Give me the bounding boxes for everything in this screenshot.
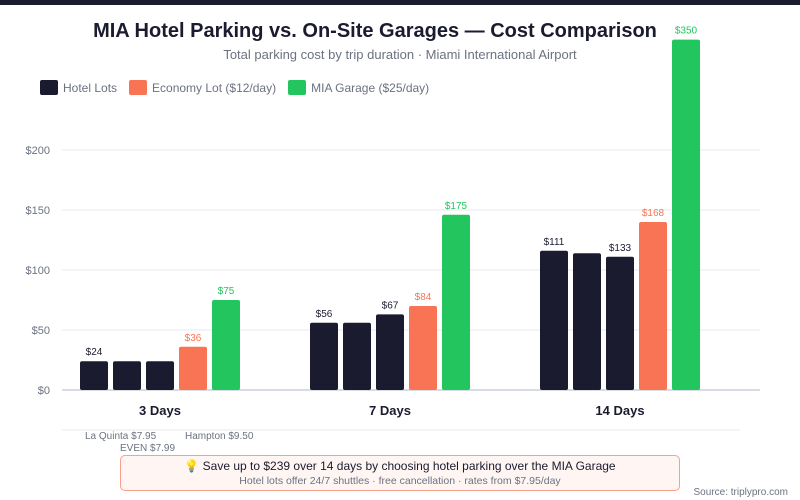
data-label: $24 bbox=[86, 347, 103, 358]
data-label: $133 bbox=[609, 243, 632, 254]
category-label: 14 Days bbox=[595, 403, 644, 418]
top-bar bbox=[0, 0, 800, 5]
legend-swatch bbox=[129, 80, 148, 95]
category-label: 3 Days bbox=[139, 403, 181, 418]
callout-detail: Hotel lots offer 24/7 shuttles · free ca… bbox=[239, 475, 561, 487]
callout-headline: Save up to $239 over 14 days by choosing… bbox=[202, 459, 616, 473]
annotation-hampton: Hampton $9.50 bbox=[185, 431, 254, 442]
savings-callout: 💡 Save up to $239 over 14 days by choosi… bbox=[120, 455, 680, 491]
bar-hotel bbox=[573, 253, 601, 390]
legend-label: MIA Garage ($25/day) bbox=[311, 80, 430, 95]
bar-hotel bbox=[540, 250, 568, 390]
bar-garage bbox=[212, 300, 240, 390]
bar-hotel bbox=[113, 361, 141, 390]
data-label: $84 bbox=[415, 292, 432, 303]
y-tick-label: $150 bbox=[26, 205, 50, 217]
data-label: $56 bbox=[316, 309, 333, 320]
bar-economy bbox=[639, 222, 667, 390]
annotation-la-quinta: La Quinta $7.95 bbox=[85, 431, 157, 442]
bar-garage bbox=[672, 39, 700, 390]
legend-label: Economy Lot ($12/day) bbox=[152, 80, 277, 95]
chart-subtitle: Total parking cost by trip duration · Mi… bbox=[223, 47, 577, 62]
bar-hotel bbox=[80, 361, 108, 390]
y-tick-label: $100 bbox=[26, 265, 50, 277]
bar-hotel bbox=[606, 256, 634, 390]
y-tick-label: $0 bbox=[38, 385, 50, 397]
bar-hotel bbox=[310, 322, 338, 390]
bar-hotel bbox=[343, 322, 371, 390]
bar-hotel bbox=[376, 314, 404, 390]
annotation-even: EVEN $7.99 bbox=[120, 443, 176, 454]
bar-economy bbox=[179, 346, 207, 390]
legend-label: Hotel Lots bbox=[63, 80, 118, 95]
lightbulb-icon: 💡 bbox=[184, 459, 200, 473]
chart-title: MIA Hotel Parking vs. On-Site Garages — … bbox=[93, 20, 657, 42]
legend-swatch bbox=[288, 80, 307, 95]
data-label: $75 bbox=[218, 286, 235, 297]
legend-item-garage: MIA Garage ($25/day) bbox=[288, 80, 429, 95]
legend-swatch bbox=[40, 80, 58, 95]
y-tick-label: $50 bbox=[32, 325, 50, 337]
data-label: $36 bbox=[185, 333, 202, 344]
data-label: $67 bbox=[382, 300, 399, 311]
source-note: Source: triplypro.com bbox=[693, 487, 788, 498]
data-label: $111 bbox=[544, 237, 565, 248]
data-label: $350 bbox=[675, 26, 698, 37]
legend-item-hotel: Hotel Lots bbox=[40, 80, 117, 95]
bar-garage bbox=[442, 214, 470, 390]
y-tick-label: $200 bbox=[26, 145, 50, 157]
category-label: 7 Days bbox=[369, 403, 411, 418]
data-label: $168 bbox=[642, 208, 665, 219]
data-label: $175 bbox=[445, 201, 468, 212]
bar-economy bbox=[409, 306, 437, 390]
legend-item-economy: Economy Lot ($12/day) bbox=[129, 80, 276, 95]
legend: Hotel Lots Economy Lot ($12/day) MIA Gar… bbox=[40, 80, 429, 95]
bar-hotel bbox=[146, 361, 174, 390]
